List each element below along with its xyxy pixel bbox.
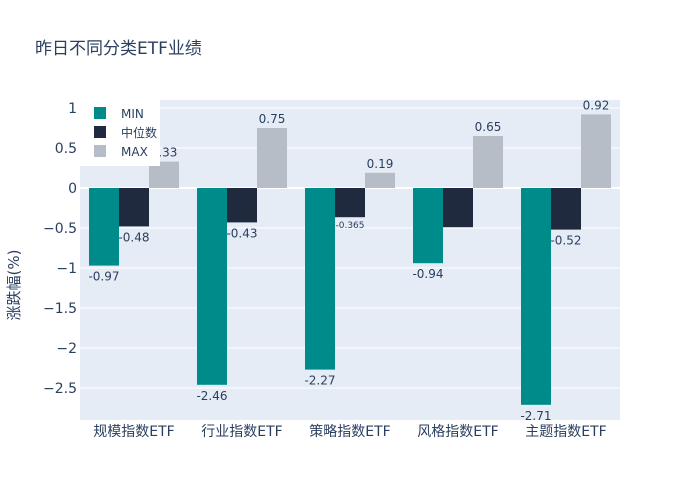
data-label: -0.94 — [412, 267, 443, 281]
legend-label: MIN — [121, 107, 144, 121]
data-label: -2.71 — [520, 409, 551, 423]
y-tick-label: −2 — [56, 341, 77, 357]
bar-max — [473, 136, 503, 188]
x-tick-label: 规模指数ETF — [93, 424, 174, 440]
data-label: 0.92 — [583, 98, 610, 112]
x-tick-label: 策略指数ETF — [309, 423, 390, 440]
x-tick-label: 风格指数ETF — [417, 424, 498, 440]
legend-swatch — [94, 145, 106, 157]
data-label: 0.65 — [475, 120, 502, 134]
bar-中位数 — [335, 188, 365, 218]
bar-min — [197, 188, 227, 385]
y-axis-label: 涨跌幅(%) — [5, 250, 23, 321]
data-label: -0.365 — [335, 221, 364, 231]
bar-min — [305, 188, 335, 370]
bar-max — [257, 128, 287, 188]
data-label: -2.46 — [196, 389, 227, 403]
x-tick-label: 主题指数ETF — [525, 424, 606, 440]
bar-中位数 — [227, 188, 257, 223]
data-label: -2.27 — [304, 374, 335, 388]
bar-min — [413, 188, 443, 264]
data-label: -0.52 — [550, 234, 581, 248]
chart-title: 昨日不同分类ETF业绩 — [35, 39, 202, 59]
x-tick-label: 行业指数ETF — [201, 424, 282, 440]
bar-中位数 — [443, 188, 473, 228]
legend-label: 中位数 — [121, 125, 157, 140]
legend-box — [80, 100, 160, 166]
y-tick-label: −2.5 — [43, 381, 77, 397]
data-label: -0.43 — [226, 226, 257, 240]
data-label: -0.97 — [88, 270, 119, 284]
y-tick-label: −1 — [56, 261, 77, 277]
bar-min — [521, 188, 551, 405]
bar-中位数 — [551, 188, 581, 230]
y-tick-label: −1.5 — [43, 301, 77, 317]
legend-swatch — [94, 107, 106, 119]
legend-label: MAX — [121, 145, 148, 159]
bar-中位数 — [119, 188, 149, 227]
data-label: -0.48 — [118, 230, 149, 244]
bar-max — [581, 114, 611, 188]
bar-min — [89, 188, 119, 266]
bar-max — [365, 172, 395, 188]
data-label: 0.19 — [367, 157, 394, 171]
data-label: 0.75 — [259, 112, 286, 126]
y-tick-label: −0.5 — [43, 221, 77, 237]
y-tick-label: 0 — [68, 181, 77, 197]
y-tick-label: 0.5 — [55, 141, 77, 157]
y-tick-label: 1 — [68, 101, 77, 117]
legend-swatch — [94, 126, 106, 138]
